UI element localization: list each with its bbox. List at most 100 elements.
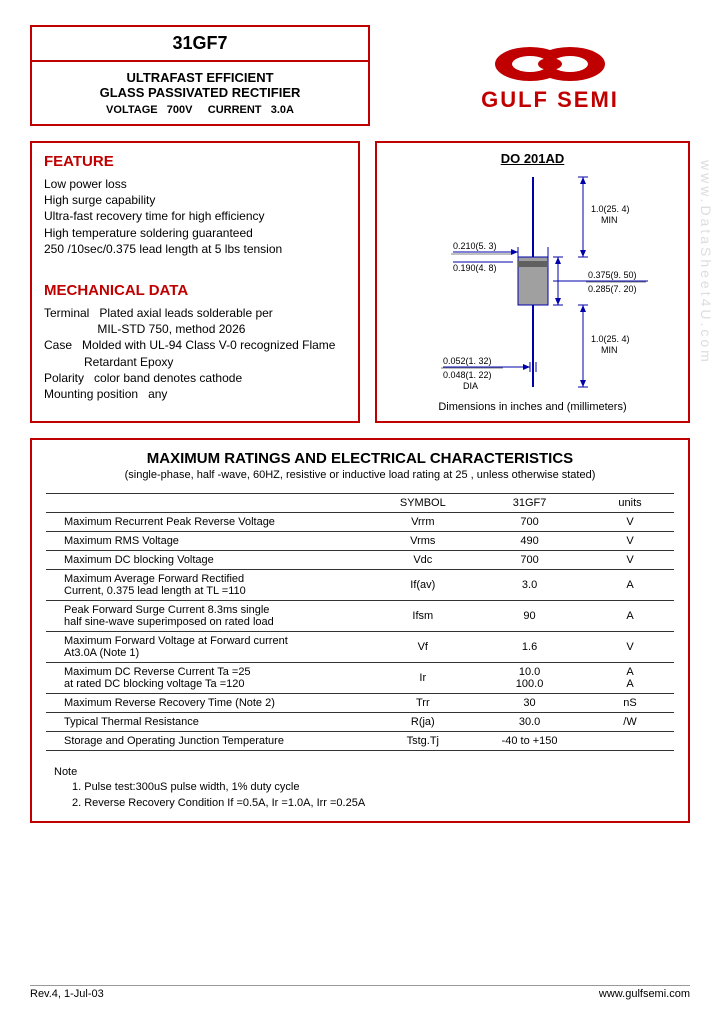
current-label: CURRENT bbox=[208, 104, 262, 116]
table-row: Maximum Forward Voltage at Forward curre… bbox=[46, 632, 674, 663]
gulf-semi-logo-icon bbox=[475, 43, 625, 85]
cell-unit: A bbox=[586, 570, 674, 601]
table-row: Maximum Average Forward Rectified Curren… bbox=[46, 570, 674, 601]
col-unit: units bbox=[586, 494, 674, 513]
svg-text:MIN: MIN bbox=[601, 345, 618, 355]
mechanical-line: MIL-STD 750, method 2026 bbox=[44, 321, 346, 337]
table-row: Maximum Recurrent Peak Reverse VoltageVr… bbox=[46, 513, 674, 532]
note-line: 1. Pulse test:300uS pulse width, 1% duty… bbox=[72, 780, 674, 795]
table-row: Storage and Operating Junction Temperatu… bbox=[46, 732, 674, 751]
cell-param: Typical Thermal Resistance bbox=[46, 713, 373, 732]
logo-area: GULF SEMI bbox=[410, 25, 690, 126]
notes-section: Note 1. Pulse test:300uS pulse width, 1%… bbox=[46, 765, 674, 811]
cell-unit: V bbox=[586, 513, 674, 532]
cell-symbol: Ir bbox=[373, 663, 473, 694]
cell-value: 90 bbox=[473, 601, 586, 632]
ratings-subtitle: (single-phase, half -wave, 60HZ, resisti… bbox=[46, 469, 674, 481]
header-row: 31GF7 ULTRAFAST EFFICIENT GLASS PASSIVAT… bbox=[30, 25, 690, 126]
notes-title: Note bbox=[54, 765, 674, 780]
voltage-label: VOLTAGE bbox=[106, 104, 158, 116]
cell-param: Peak Forward Surge Current 8.3ms single … bbox=[46, 601, 373, 632]
footer: Rev.4, 1-Jul-03 www.gulfsemi.com bbox=[30, 985, 690, 1000]
watermark: www.DataSheet4U.com bbox=[698, 160, 714, 365]
cell-param: Maximum DC blocking Voltage bbox=[46, 551, 373, 570]
cell-value: 1.6 bbox=[473, 632, 586, 663]
svg-text:0.052(1. 32): 0.052(1. 32) bbox=[443, 356, 492, 366]
svg-text:1.0(25. 4): 1.0(25. 4) bbox=[591, 204, 630, 214]
cell-symbol: Vrms bbox=[373, 532, 473, 551]
table-header-row: SYMBOL 31GF7 units bbox=[46, 494, 674, 513]
svg-text:0.210(5. 3): 0.210(5. 3) bbox=[453, 241, 497, 251]
cell-unit: V bbox=[586, 551, 674, 570]
mechanical-line: Terminal Plated axial leads solderable p… bbox=[44, 305, 346, 321]
package-box: DO 201AD 1.0(25. 4) MIN 0.210(5. 3) 0 bbox=[375, 141, 690, 423]
table-row: Maximum RMS VoltageVrms490V bbox=[46, 532, 674, 551]
feature-line: High temperature soldering guaranteed bbox=[44, 225, 346, 241]
voltage-current-line: VOLTAGE 700V CURRENT 3.0A bbox=[38, 104, 362, 116]
package-caption: Dimensions in inches and (millimeters) bbox=[385, 401, 680, 413]
col-symbol: SYMBOL bbox=[373, 494, 473, 513]
footer-right: www.gulfsemi.com bbox=[599, 988, 690, 1000]
feature-box: FEATURE Low power lossHigh surge capabil… bbox=[30, 141, 360, 423]
note-line: 2. Reverse Recovery Condition If =0.5A, … bbox=[72, 796, 674, 811]
cell-symbol: Tstg.Tj bbox=[373, 732, 473, 751]
cell-value: 700 bbox=[473, 513, 586, 532]
cell-unit: V bbox=[586, 632, 674, 663]
table-row: Maximum DC Reverse Current Ta =25 at rat… bbox=[46, 663, 674, 694]
voltage-value: 700V bbox=[167, 104, 193, 116]
mechanical-list: Terminal Plated axial leads solderable p… bbox=[44, 305, 346, 402]
svg-text:0.190(4. 8): 0.190(4. 8) bbox=[453, 263, 497, 273]
cell-value: 700 bbox=[473, 551, 586, 570]
cell-symbol: Vdc bbox=[373, 551, 473, 570]
cell-value: 30.0 bbox=[473, 713, 586, 732]
feature-title: FEATURE bbox=[44, 153, 346, 170]
svg-text:0.375(9. 50): 0.375(9. 50) bbox=[588, 270, 637, 280]
table-row: Peak Forward Surge Current 8.3ms single … bbox=[46, 601, 674, 632]
table-row: Maximum Reverse Recovery Time (Note 2)Tr… bbox=[46, 694, 674, 713]
cell-unit: nS bbox=[586, 694, 674, 713]
mechanical-line: Mounting position any bbox=[44, 386, 346, 402]
cell-symbol: Vf bbox=[373, 632, 473, 663]
cell-symbol: Trr bbox=[373, 694, 473, 713]
cell-unit bbox=[586, 732, 674, 751]
cell-unit: V bbox=[586, 532, 674, 551]
cell-symbol: R(ja) bbox=[373, 713, 473, 732]
current-value: 3.0A bbox=[271, 104, 294, 116]
cell-symbol: If(av) bbox=[373, 570, 473, 601]
svg-text:0.285(7. 20): 0.285(7. 20) bbox=[588, 284, 637, 294]
svg-text:MIN: MIN bbox=[601, 215, 618, 225]
cell-param: Maximum Recurrent Peak Reverse Voltage bbox=[46, 513, 373, 532]
mechanical-line: Retardant Epoxy bbox=[44, 354, 346, 370]
title-description: ULTRAFAST EFFICIENT GLASS PASSIVATED REC… bbox=[32, 62, 368, 124]
cell-value: 10.0 100.0 bbox=[473, 663, 586, 694]
cell-unit: A bbox=[586, 601, 674, 632]
svg-text:0.048(1. 22): 0.048(1. 22) bbox=[443, 370, 492, 380]
svg-text:1.0(25. 4): 1.0(25. 4) bbox=[591, 334, 630, 344]
ratings-box: MAXIMUM RATINGS AND ELECTRICAL CHARACTER… bbox=[30, 438, 690, 823]
mechanical-title: MECHANICAL DATA bbox=[44, 282, 346, 299]
cell-param: Maximum RMS Voltage bbox=[46, 532, 373, 551]
cell-symbol: Vrrm bbox=[373, 513, 473, 532]
cell-param: Maximum DC Reverse Current Ta =25 at rat… bbox=[46, 663, 373, 694]
mid-row: FEATURE Low power lossHigh surge capabil… bbox=[30, 141, 690, 423]
cell-param: Storage and Operating Junction Temperatu… bbox=[46, 732, 373, 751]
cell-param: Maximum Average Forward Rectified Curren… bbox=[46, 570, 373, 601]
package-title: DO 201AD bbox=[385, 151, 680, 166]
svg-text:DIA: DIA bbox=[463, 381, 478, 391]
feature-line: High surge capability bbox=[44, 192, 346, 208]
desc-line-2: GLASS PASSIVATED RECTIFIER bbox=[38, 85, 362, 100]
cell-param: Maximum Reverse Recovery Time (Note 2) bbox=[46, 694, 373, 713]
feature-line: Low power loss bbox=[44, 176, 346, 192]
table-row: Typical Thermal ResistanceR(ja)30.0/W bbox=[46, 713, 674, 732]
feature-line: Ultra-fast recovery time for high effici… bbox=[44, 208, 346, 224]
package-outline-drawing: 1.0(25. 4) MIN 0.210(5. 3) 0.190(4. 8) 0… bbox=[393, 172, 673, 397]
cell-value: 30 bbox=[473, 694, 586, 713]
ratings-table: SYMBOL 31GF7 units Maximum Recurrent Pea… bbox=[46, 493, 674, 751]
cell-unit: /W bbox=[586, 713, 674, 732]
feature-list: Low power lossHigh surge capabilityUltra… bbox=[44, 176, 346, 257]
cell-value: 490 bbox=[473, 532, 586, 551]
mechanical-line: Case Molded with UL-94 Class V-0 recogni… bbox=[44, 337, 346, 353]
logo-text: GULF SEMI bbox=[481, 87, 619, 113]
mechanical-line: Polarity color band denotes cathode bbox=[44, 370, 346, 386]
table-row: Maximum DC blocking VoltageVdc700V bbox=[46, 551, 674, 570]
